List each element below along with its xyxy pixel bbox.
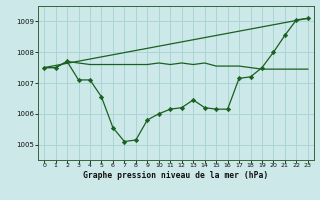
X-axis label: Graphe pression niveau de la mer (hPa): Graphe pression niveau de la mer (hPa) — [84, 171, 268, 180]
